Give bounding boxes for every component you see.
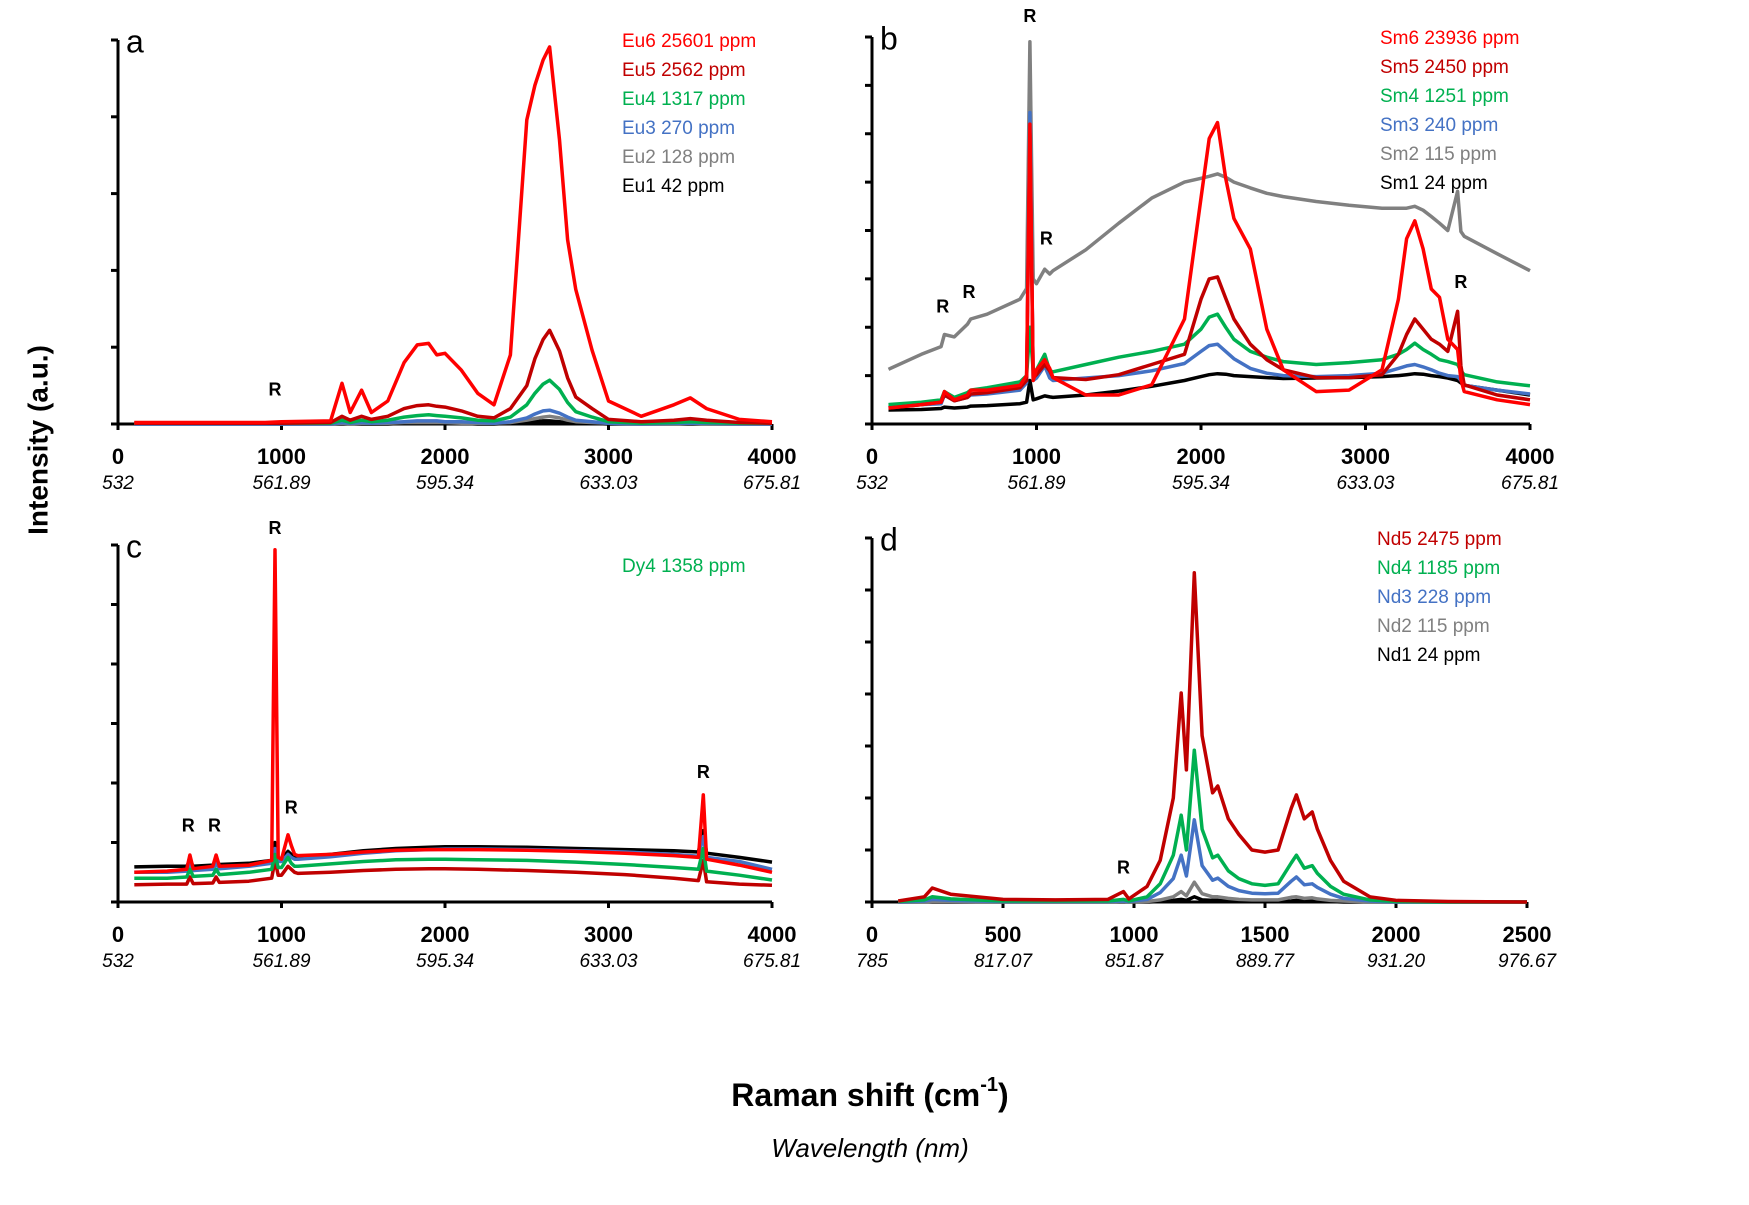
legend-entry: Dy4 1358 ppm [622, 556, 746, 577]
spectrum-line [888, 371, 1531, 412]
x-tick-label: 3000 [584, 444, 633, 469]
x-tick-label: 3000 [584, 922, 633, 947]
spectrum-line [134, 378, 772, 425]
x-tick-label: 0 [112, 444, 124, 469]
x-tick-label: 1500 [1241, 922, 1290, 947]
legend-entry: Nd4 1185 ppm [1377, 558, 1500, 579]
legend-entry: Sm5 2450 ppm [1380, 57, 1509, 78]
wavelength-label: 633.03 [579, 473, 638, 494]
panel-label: d [880, 521, 898, 557]
wavelength-label: 817.07 [974, 951, 1034, 972]
y-axis-label: Intensity (a.u.) [22, 345, 53, 535]
spectrum-line [134, 858, 773, 888]
legend-entry: Eu2 128 ppm [622, 147, 735, 168]
wavelength-label: 675.81 [743, 951, 801, 972]
wavelength-label: 931.20 [1367, 951, 1426, 972]
x-tick-label: 3000 [1341, 444, 1390, 469]
legend-entry: Nd1 24 ppm [1377, 645, 1481, 666]
panel-label: b [880, 20, 898, 56]
annotation: R [1117, 857, 1130, 877]
x-tick-label: 0 [112, 922, 124, 947]
spectrum-line [134, 846, 773, 882]
wavelength-label: 633.03 [579, 951, 638, 972]
annotation: R [182, 815, 195, 835]
panel-label: c [126, 528, 142, 564]
wavelength-label: 851.87 [1105, 951, 1165, 972]
spectrum-line [134, 45, 773, 425]
annotation: R [697, 762, 710, 782]
wavelength-label: 633.03 [1336, 473, 1395, 494]
spectrum-line [897, 571, 1528, 904]
wavelength-label: 561.89 [252, 473, 311, 494]
legend-entry: Nd3 228 ppm [1377, 587, 1491, 608]
wavelength-label: 561.89 [1007, 473, 1066, 494]
legend-entry: Eu6 25601 ppm [622, 31, 756, 52]
legend-entry: Eu1 42 ppm [622, 176, 724, 197]
wavelength-label: 595.34 [1172, 473, 1230, 494]
wavelength-label: 532 [856, 473, 888, 494]
spectrum-line [887, 40, 1531, 371]
wavelength-label: 976.67 [1498, 951, 1558, 972]
wavelength-label: 532 [102, 951, 134, 972]
legend-entry: Nd5 2475 ppm [1377, 529, 1502, 550]
x-tick-label: 1000 [257, 922, 306, 947]
wavelength-label: 561.89 [252, 951, 311, 972]
x-tick-label: 2500 [1503, 922, 1552, 947]
x-axis-label-text: Raman shift (cm [731, 1077, 980, 1113]
wavelength-label: 675.81 [1501, 473, 1559, 494]
annotation: R [936, 296, 949, 316]
x-tick-label: 4000 [1506, 444, 1555, 469]
x-tick-label: 2000 [421, 444, 470, 469]
x-tick-label: 0 [866, 444, 878, 469]
annotation: R [1040, 229, 1053, 249]
wavelength-label: 675.81 [743, 473, 801, 494]
x-tick-label: 1000 [257, 444, 306, 469]
wavelength-label: 532 [102, 473, 134, 494]
spectrum-line [134, 328, 773, 425]
panel-label: a [126, 23, 144, 59]
wavelength-label: 595.34 [416, 951, 474, 972]
x-tick-label: 0 [866, 922, 878, 947]
legend-entry: Sm2 115 ppm [1380, 144, 1497, 165]
x-axis-label-suffix: ) [998, 1077, 1009, 1113]
x-tick-label: 4000 [748, 922, 797, 947]
x-tick-label: 500 [985, 922, 1022, 947]
spectrum-line [898, 818, 1527, 904]
annotation: R [1023, 6, 1036, 26]
legend-entry: Eu5 2562 ppm [622, 60, 746, 81]
wavelength-label: 785 [856, 951, 888, 972]
wavelength-label: 889.77 [1236, 951, 1296, 972]
legend-entry: Eu4 1317 ppm [622, 89, 746, 110]
spectrum-line [134, 548, 773, 875]
annotation: R [963, 282, 976, 302]
x-axis-label-sup: -1 [980, 1074, 998, 1096]
spectrum-line [888, 120, 1531, 410]
x-tick-label: 1000 [1110, 922, 1159, 947]
x-tick-label: 2000 [421, 922, 470, 947]
legend-entry: Sm4 1251 ppm [1380, 86, 1509, 107]
spectrum-line [888, 132, 1531, 410]
legend-entry: Nd2 115 ppm [1377, 616, 1490, 637]
x-axis-label-2: Wavelength (nm) [771, 1133, 969, 1163]
annotation: R [208, 815, 221, 835]
annotation: R [268, 518, 281, 538]
wavelength-label: 595.34 [416, 473, 474, 494]
annotation: R [1454, 272, 1467, 292]
annotation: R [268, 380, 281, 400]
legend-entry: Sm3 240 ppm [1380, 115, 1498, 136]
legend-entry: Eu3 270 ppm [622, 118, 735, 139]
x-tick-label: 1000 [1012, 444, 1061, 469]
x-tick-label: 2000 [1177, 444, 1226, 469]
x-tick-label: 4000 [748, 444, 797, 469]
x-tick-label: 2000 [1372, 922, 1421, 947]
spectrum-line [888, 312, 1531, 407]
x-axis-label: Raman shift (cm-1) [731, 1074, 1008, 1113]
legend-entry: Sm1 24 ppm [1380, 173, 1488, 194]
annotation: R [285, 797, 298, 817]
legend-entry: Sm6 23936 ppm [1380, 28, 1519, 49]
